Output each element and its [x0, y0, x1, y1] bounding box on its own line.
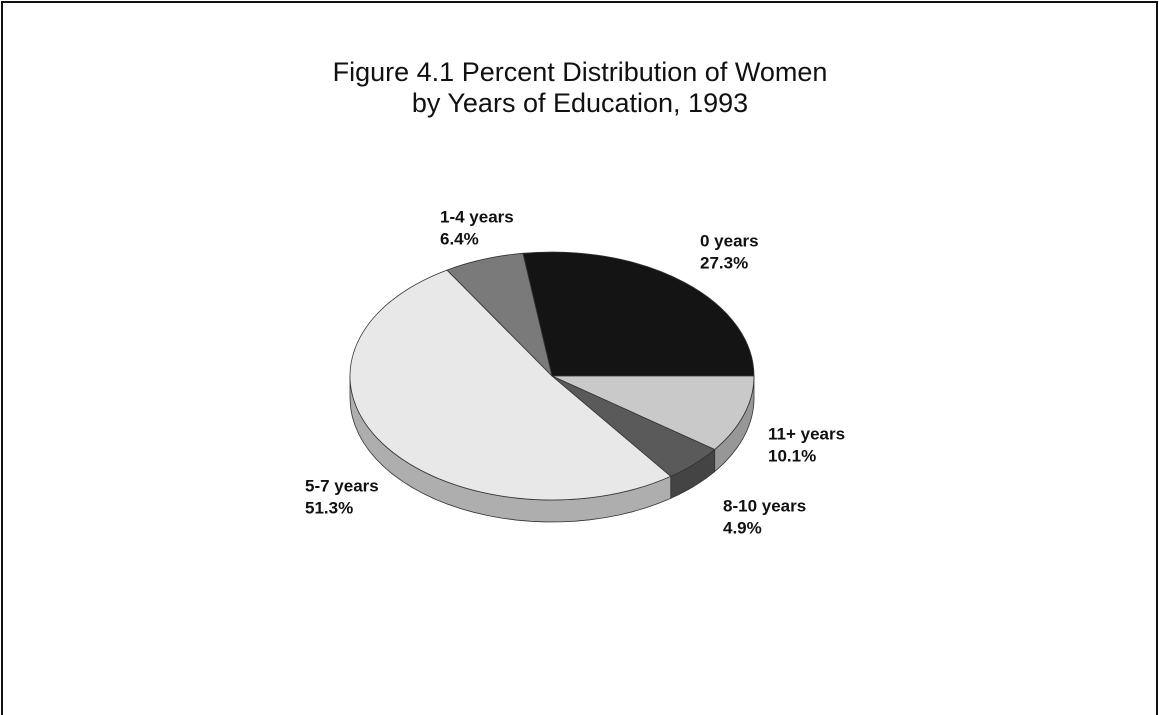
- value-label: 51.3%: [305, 498, 353, 517]
- value-label: 6.4%: [440, 229, 479, 248]
- value-label: 4.9%: [723, 518, 762, 537]
- slice: [349, 269, 672, 501]
- slice: [551, 375, 755, 450]
- value-label: 27.3%: [700, 253, 748, 272]
- slice-label: 1-4 years: [440, 207, 514, 226]
- value-label: 10.1%: [768, 446, 816, 465]
- slice-label: 11+ years: [768, 424, 845, 443]
- slice-label: 0 years: [700, 231, 759, 250]
- slice-label: 5-7 years: [305, 476, 379, 495]
- chart-title: by Years of Education, 1993: [412, 88, 748, 118]
- slice-label: 8-10 years: [723, 496, 806, 515]
- slice: [446, 252, 553, 378]
- chart-title: Figure 4.1 Percent Distribution of Women: [333, 57, 828, 87]
- slice: [522, 251, 755, 377]
